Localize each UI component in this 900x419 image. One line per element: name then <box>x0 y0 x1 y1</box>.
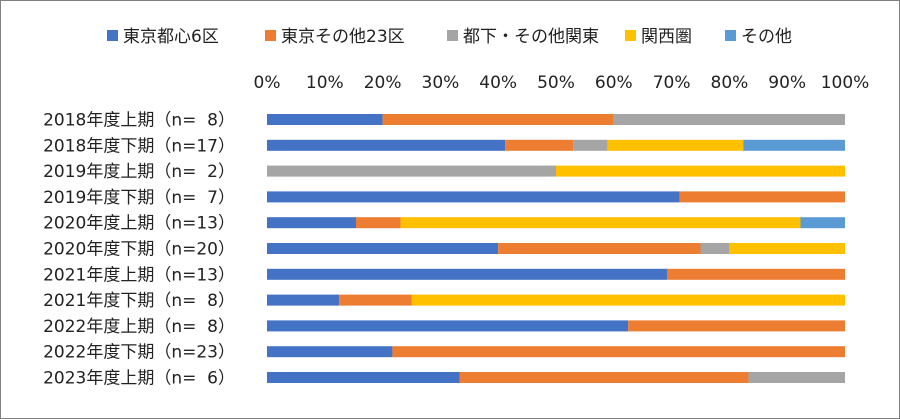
legend-swatch-5 <box>725 30 736 41</box>
bar-segment <box>459 372 749 383</box>
x-tick-label: 30% <box>422 73 460 93</box>
category-label: 2019年度上期（n= 2） <box>43 162 235 182</box>
bar-segment <box>400 217 801 229</box>
legend-swatch-2 <box>265 30 276 41</box>
legend-label-3: 都下・その他関東 <box>463 27 599 47</box>
legend-swatch-3 <box>447 30 458 41</box>
bars <box>267 114 845 383</box>
legend-swatch-4 <box>625 30 636 41</box>
bar-segment <box>267 139 506 151</box>
legend-label-2: 東京その他23区 <box>281 27 405 47</box>
category-label: 2018年度上期（n= 8） <box>43 111 235 131</box>
bar-segment <box>267 320 629 332</box>
x-tick-label: 90% <box>768 73 806 93</box>
x-tick-label: 40% <box>479 73 517 93</box>
bar-segment <box>267 372 460 383</box>
bar-segment <box>267 165 556 177</box>
bar-segment <box>800 217 845 229</box>
bar-segment <box>505 139 574 151</box>
bar-segment <box>743 139 845 151</box>
bar-segment <box>267 268 667 280</box>
category-label: 2021年度上期（n=13） <box>43 265 235 285</box>
category-label: 2020年度上期（n=13） <box>43 214 235 234</box>
legend-label-5: その他 <box>741 27 792 47</box>
bar-segment <box>607 139 744 151</box>
x-tick-label: 80% <box>711 73 749 93</box>
bar-segment <box>556 165 845 177</box>
bar-segment <box>267 243 499 254</box>
bar-segment <box>573 139 608 151</box>
category-label: 2022年度上期（n= 8） <box>43 317 235 337</box>
bar-segment <box>729 243 845 254</box>
bar-segment <box>700 243 730 254</box>
x-tick-label: 60% <box>595 73 633 93</box>
bar-segment <box>267 191 680 203</box>
bar-segment <box>748 372 845 383</box>
category-label: 2020年度下期（n=20） <box>43 240 235 260</box>
x-axis-ticks: 0% 10% 20% 30% 40% 50% 60% 70% 80% 90% 100% <box>254 73 870 93</box>
x-tick-label: 70% <box>653 73 691 93</box>
category-label: 2022年度下期（n=23） <box>43 343 235 363</box>
x-tick-label: 100% <box>821 73 870 93</box>
bar-segment <box>628 320 845 332</box>
bar-segment <box>613 114 845 125</box>
category-label: 2023年度上期（n= 6） <box>43 369 235 389</box>
category-labels: 2018年度上期（n= 8） 2018年度下期（n=17） 2019年度上期（n= … <box>43 111 235 389</box>
bar-segment <box>339 294 412 306</box>
bar-segment <box>666 268 845 280</box>
bar-segment <box>267 294 340 306</box>
x-tick-label: 20% <box>364 73 402 93</box>
legend-label-4: 関西圏 <box>641 27 692 47</box>
x-tick-label: 50% <box>537 73 575 93</box>
x-tick-label: 10% <box>306 73 344 93</box>
legend-label-1: 東京都心6区 <box>123 27 219 47</box>
category-label: 2018年度下期（n=17） <box>43 136 235 156</box>
bar-segment <box>382 114 614 125</box>
bar-segment <box>356 217 401 229</box>
bar-segment <box>679 191 845 203</box>
bar-segment <box>392 346 845 358</box>
bar-segment <box>267 346 393 358</box>
bar-segment <box>411 294 845 306</box>
category-label: 2021年度下期（n= 8） <box>43 291 235 311</box>
category-label: 2019年度下期（n= 7） <box>43 188 235 208</box>
bar-segment <box>498 243 701 254</box>
x-tick-label: 0% <box>254 73 281 93</box>
bar-segment <box>267 114 383 125</box>
legend: 東京都心6区 東京その他23区 都下・その他関東 関西圏 その他 <box>107 27 792 47</box>
legend-swatch-1 <box>107 30 118 41</box>
bar-segment <box>267 217 357 229</box>
